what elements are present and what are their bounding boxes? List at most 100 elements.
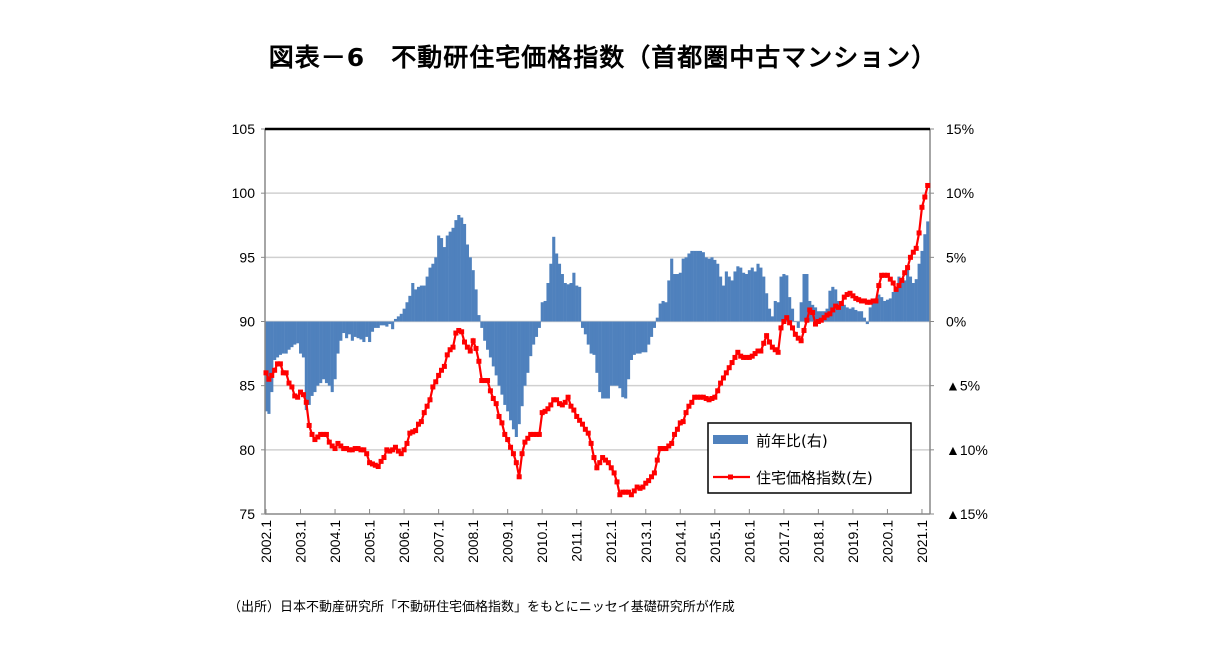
line-marker: [398, 451, 404, 457]
bar-yoy: [612, 321, 616, 386]
bar-yoy: [264, 321, 268, 412]
line-marker: [643, 480, 649, 486]
line-marker: [902, 270, 908, 276]
line-marker: [487, 388, 493, 394]
line-marker: [358, 447, 364, 453]
bar-yoy: [727, 276, 731, 322]
bar-yoy: [278, 321, 282, 355]
line-marker: [559, 402, 565, 408]
line-marker: [700, 394, 706, 400]
bar-yoy: [845, 307, 849, 322]
line-marker: [674, 426, 680, 432]
bar-yoy: [627, 321, 631, 380]
bar-yoy: [618, 321, 622, 389]
bar-yoy: [828, 290, 832, 322]
line-marker: [542, 408, 548, 414]
bar-yoy: [474, 289, 478, 322]
bar-yoy: [488, 321, 493, 358]
bar-yoy: [428, 267, 432, 322]
bar-yoy: [540, 302, 544, 322]
bar-yoy: [756, 263, 760, 322]
bar-yoy: [874, 298, 878, 322]
bar-yoy: [557, 263, 562, 322]
bar-yoy: [621, 321, 625, 398]
line-marker: [594, 465, 600, 471]
bar-yoy: [871, 300, 875, 322]
bar-yoy: [664, 302, 668, 322]
bar-yoy: [362, 321, 366, 343]
line-marker: [640, 484, 646, 490]
line-marker: [490, 396, 496, 401]
line-marker: [631, 488, 637, 494]
bar-yoy: [805, 274, 809, 322]
bar-yoy: [330, 321, 334, 393]
x-axis-tick-label: 2006.1: [396, 520, 412, 563]
bar-yoy: [319, 321, 323, 384]
bar-yoy: [742, 272, 746, 322]
line-marker: [415, 421, 421, 427]
bar-yoy: [730, 280, 734, 322]
bar-yoy: [408, 295, 412, 322]
bar-yoy: [603, 321, 608, 399]
line-marker: [841, 294, 847, 300]
line-marker: [614, 479, 620, 485]
bar-yoy: [534, 321, 539, 337]
line-marker: [686, 403, 692, 409]
bar-yoy: [911, 283, 915, 322]
line-marker: [853, 295, 859, 301]
line-marker: [628, 492, 634, 498]
left-axis-tick-label: 100: [232, 185, 256, 201]
bar-yoy: [500, 321, 504, 395]
line-marker: [579, 421, 585, 427]
line-marker: [879, 272, 885, 278]
line-marker: [401, 447, 407, 453]
bar-yoy: [454, 220, 458, 322]
bar-yoy: [405, 302, 409, 322]
x-axis-tick-label: 2019.1: [845, 520, 861, 563]
bar-yoy: [560, 274, 564, 322]
right-axis-tick-label: 10%: [946, 185, 974, 201]
line-marker: [867, 299, 873, 305]
bar-yoy: [448, 231, 452, 322]
line-marker: [424, 403, 430, 409]
line-marker: [680, 419, 686, 425]
bar-yoy: [517, 321, 521, 425]
line-marker: [462, 339, 468, 345]
bar-yoy: [609, 321, 613, 386]
line-marker: [651, 470, 657, 476]
line-marker: [649, 474, 655, 480]
bar-yoy: [370, 321, 375, 332]
bar-yoy: [655, 317, 659, 322]
bar-yoy: [437, 235, 441, 322]
bar-yoy: [353, 321, 357, 337]
line-marker: [597, 460, 603, 466]
left-axis-tick-label: 80: [239, 442, 255, 458]
line-marker: [611, 470, 617, 476]
line-marker: [919, 204, 925, 210]
line-marker: [565, 394, 571, 400]
bar-yoy: [347, 321, 352, 335]
bar-yoy: [503, 321, 507, 405]
bar-yoy: [598, 321, 602, 393]
bar-yoy: [439, 238, 444, 322]
bar-yoy: [589, 321, 593, 354]
bar-yoy: [868, 307, 872, 322]
bar-yoy: [356, 321, 360, 339]
line-marker: [741, 354, 747, 360]
line-marker: [568, 403, 574, 409]
line-marker: [801, 327, 807, 333]
line-marker: [272, 367, 278, 373]
bar-yoy: [900, 283, 904, 322]
line-marker: [925, 182, 931, 188]
bar-yoy: [419, 285, 423, 322]
bar-yoy: [511, 321, 516, 430]
bar-yoy: [667, 280, 671, 322]
bar-yoy: [549, 263, 553, 322]
bar-yoy: [765, 293, 769, 322]
line-marker: [332, 446, 338, 452]
bar-yoy: [322, 321, 326, 380]
bar-yoy: [802, 274, 806, 322]
line-marker: [692, 394, 698, 400]
bar-yoy: [391, 321, 395, 330]
line-marker: [677, 420, 683, 426]
